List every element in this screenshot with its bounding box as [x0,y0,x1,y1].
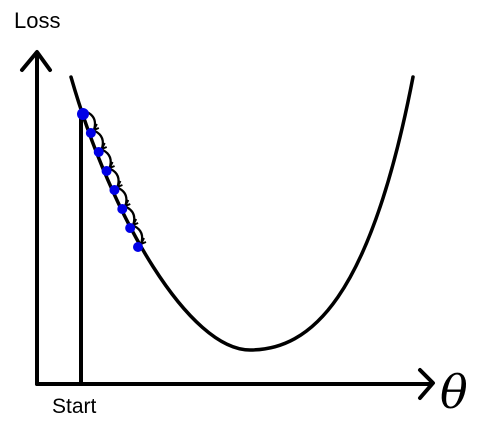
y-axis-label: Loss [14,8,60,33]
start-label: Start [52,395,97,418]
descent-steps [77,108,147,252]
step-dot [101,166,112,176]
step-dot [117,204,128,214]
step-dot [109,185,120,195]
x-axis-arrow-icon [418,368,435,400]
axes [20,50,435,400]
curved-arrow-icon [110,168,120,188]
y-axis-arrow-icon [20,50,52,72]
curved-arrow-icon [94,130,104,150]
step-dot [125,223,136,233]
step-dot [85,128,96,138]
x-axis-label: θ [440,365,468,419]
step-dot [77,108,89,120]
step-dot [133,242,143,252]
step-dot [93,147,104,157]
curved-arrow-icon [102,149,112,169]
